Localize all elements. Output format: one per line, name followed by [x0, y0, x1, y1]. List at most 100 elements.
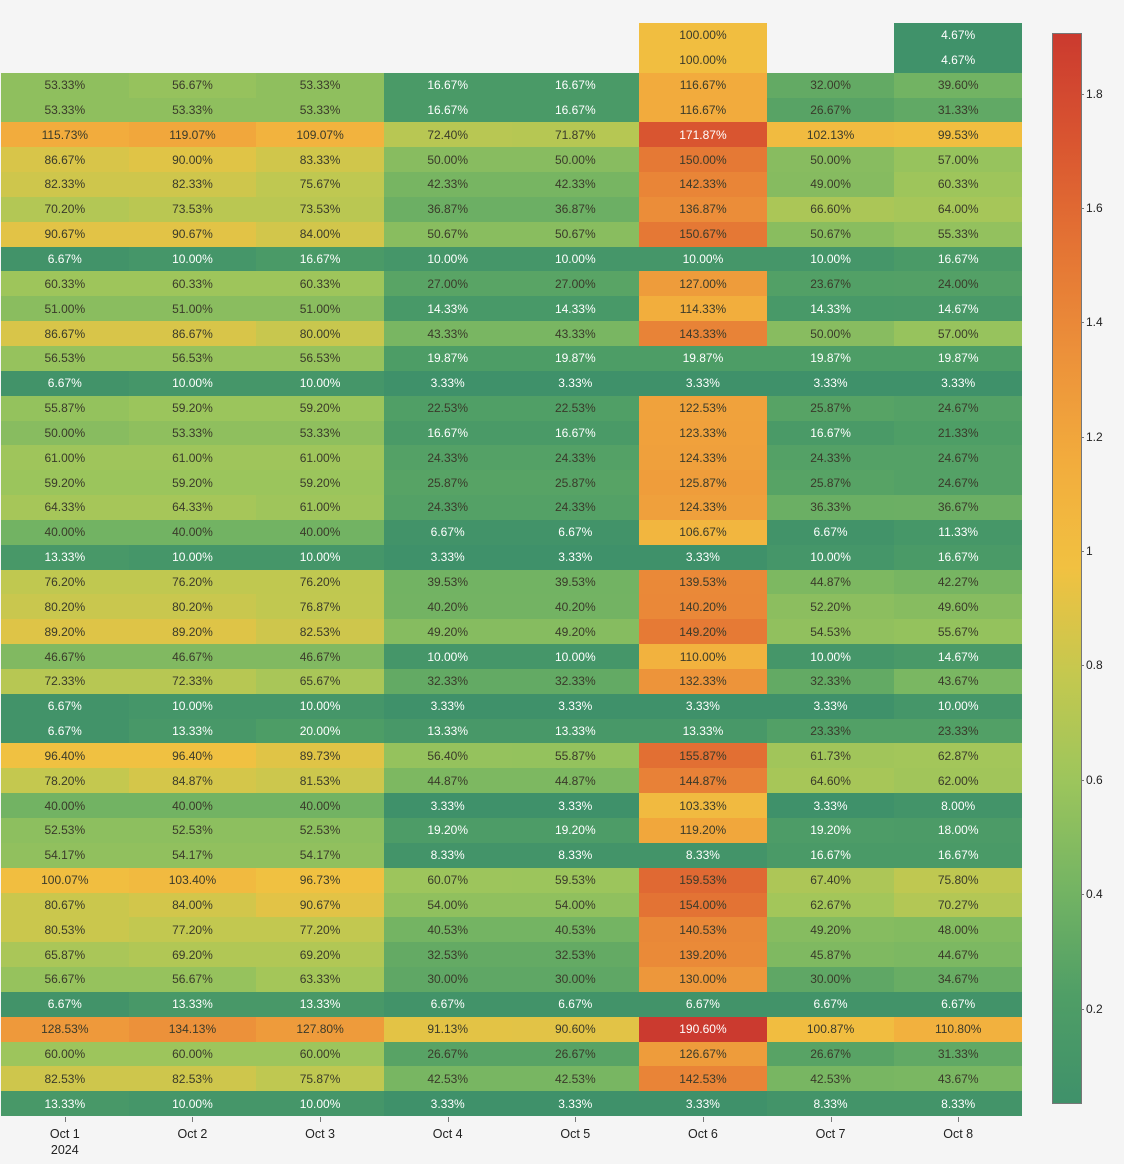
heatmap-cell: 106.67% [639, 519, 767, 545]
heatmap-row: 46.67% 46.67% 46.67% 10.00% 10.00% 110.00% 10.… [1, 644, 1022, 669]
heatmap-row: 56.67% 56.67% 63.33% 30.00% 30.00% 130.00% 30.… [1, 967, 1022, 992]
heatmap-cell: 53.33% [128, 97, 257, 123]
heatmap-cell: 64.33% [1, 495, 129, 520]
heatmap-cell: 143.33% [639, 321, 767, 346]
heatmap-cell: 75.80% [894, 867, 1022, 893]
heatmap-row: 53.33% 53.33% 53.33% 16.67% 16.67% 116.67% 26.… [1, 97, 1022, 123]
heatmap-cell: 13.33% [1, 1091, 129, 1117]
heatmap-cell: 81.53% [256, 768, 384, 794]
heatmap-cell: 60.33% [1, 271, 129, 297]
heatmap-cell: 10.00% [128, 246, 257, 272]
heatmap-cell: 24.67% [894, 470, 1022, 496]
heatmap-cell: 6.67% [766, 519, 895, 545]
heatmap-cell [129, 23, 257, 48]
heatmap-cell: 46.67% [256, 644, 384, 669]
heatmap-cell: 59.20% [256, 395, 384, 421]
heatmap-cell: 80.67% [1, 892, 129, 918]
heatmap-cell: 59.20% [256, 470, 384, 496]
heatmap-cell: 10.00% [894, 693, 1022, 719]
heatmap-cell: 71.87% [511, 122, 640, 148]
heatmap-cell: 53.33% [128, 420, 257, 446]
heatmap-cell: 60.07% [383, 867, 512, 893]
heatmap-cell: 63.33% [256, 967, 384, 992]
heatmap-cell [384, 48, 512, 73]
heatmap-cell: 16.67% [894, 842, 1022, 868]
heatmap-cell: 100.00% [639, 23, 767, 48]
heatmap-cell: 83.33% [256, 147, 384, 173]
heatmap-cell: 25.87% [511, 470, 640, 496]
heatmap-cell: 49.20% [766, 917, 895, 943]
heatmap-cell: 3.33% [639, 370, 767, 396]
heatmap-cell: 3.33% [511, 544, 640, 570]
heatmap-cell: 159.53% [639, 867, 767, 893]
x-axis: Oct 1 2024 Oct 2 Oct 3 Oct 4 Oct 5 Oct 6 Oct 7 O… [1, 1116, 1022, 1158]
heatmap-row: 6.67% 13.33% 20.00% 13.33% 13.33% 13.33% 23.33… [1, 718, 1022, 744]
x-tick-label: Oct 6 [639, 1116, 767, 1158]
heatmap-cell: 124.33% [639, 445, 767, 471]
heatmap-cell: 130.00% [639, 967, 767, 992]
heatmap-cell: 3.33% [511, 693, 640, 719]
heatmap-cell: 78.20% [1, 768, 129, 794]
heatmap-cell: 49.20% [511, 619, 640, 645]
heatmap-row: 53.33% 56.67% 53.33% 16.67% 16.67% 116.67% 32.… [1, 72, 1022, 98]
heatmap-cell: 53.33% [256, 97, 384, 123]
heatmap-row: 6.67% 10.00% 16.67% 10.00% 10.00% 10.00% 10.00… [1, 246, 1022, 272]
heatmap-row: 100.00% 4.67% [1, 23, 1022, 48]
heatmap-cell: 13.33% [256, 991, 384, 1017]
heatmap-cell: 26.67% [766, 97, 895, 123]
heatmap-cell: 60.00% [1, 1041, 129, 1067]
heatmap-cell: 40.20% [383, 594, 512, 620]
heatmap-cell: 80.20% [128, 594, 257, 620]
heatmap-cell: 36.67% [894, 495, 1022, 520]
heatmap-cell: 76.20% [1, 569, 129, 595]
heatmap-cell: 16.67% [256, 246, 384, 272]
heatmap-cell: 24.33% [766, 445, 895, 471]
heatmap-cell: 60.33% [128, 271, 257, 297]
heatmap-cell: 52.53% [1, 818, 129, 843]
heatmap-cell: 102.13% [766, 122, 895, 148]
heatmap-cell: 59.20% [128, 395, 257, 421]
heatmap-cell: 115.73% [1, 122, 129, 148]
heatmap-cell: 36.87% [511, 196, 640, 222]
heatmap-cell [1, 48, 129, 73]
heatmap-cell: 6.67% [1, 991, 129, 1017]
heatmap-cell: 22.53% [383, 395, 512, 421]
heatmap-cell: 90.60% [511, 1016, 640, 1042]
heatmap-cell: 116.67% [639, 72, 767, 98]
heatmap-cell: 40.00% [256, 793, 384, 818]
heatmap-cell [256, 23, 384, 48]
heatmap-cell: 3.33% [383, 793, 512, 818]
heatmap-cell: 49.20% [383, 619, 512, 645]
heatmap-cell: 75.67% [256, 172, 384, 197]
heatmap-cell: 96.73% [256, 867, 384, 893]
heatmap-cell: 19.87% [383, 345, 512, 371]
heatmap-cell: 90.67% [128, 221, 257, 247]
heatmap-cell: 53.33% [1, 97, 129, 123]
heatmap-cell: 56.67% [128, 72, 257, 98]
heatmap-cell [129, 48, 257, 73]
heatmap-cell: 6.67% [766, 991, 895, 1017]
heatmap-cell: 65.67% [256, 668, 384, 694]
heatmap-cell: 142.33% [639, 172, 767, 197]
colorbar-tick-label: 1.2 [1081, 429, 1103, 444]
heatmap-cell: 31.33% [894, 97, 1022, 123]
heatmap-cell: 56.53% [128, 345, 257, 371]
heatmap-cell: 75.87% [256, 1066, 384, 1092]
colorbar-tick-label: 1.6 [1081, 200, 1103, 215]
heatmap-cell: 80.20% [1, 594, 129, 620]
heatmap-cell: 64.33% [128, 495, 257, 520]
heatmap-cell: 43.67% [894, 668, 1022, 694]
heatmap-row: 80.20% 80.20% 76.87% 40.20% 40.20% 140.20% 52.… [1, 594, 1022, 620]
heatmap-cell: 23.67% [766, 271, 895, 297]
heatmap-cell: 54.00% [383, 892, 512, 918]
heatmap-cell: 42.33% [383, 172, 512, 197]
heatmap-cell: 10.00% [766, 544, 895, 570]
heatmap-cell: 51.00% [128, 296, 257, 322]
heatmap-cell: 123.33% [639, 420, 767, 446]
heatmap-cell: 76.20% [256, 569, 384, 595]
heatmap-cell: 73.53% [256, 196, 384, 222]
heatmap-cell: 44.67% [894, 942, 1022, 968]
heatmap-cell: 89.20% [128, 619, 257, 645]
heatmap-cell: 80.53% [1, 917, 129, 943]
heatmap-cell: 10.00% [383, 644, 512, 669]
